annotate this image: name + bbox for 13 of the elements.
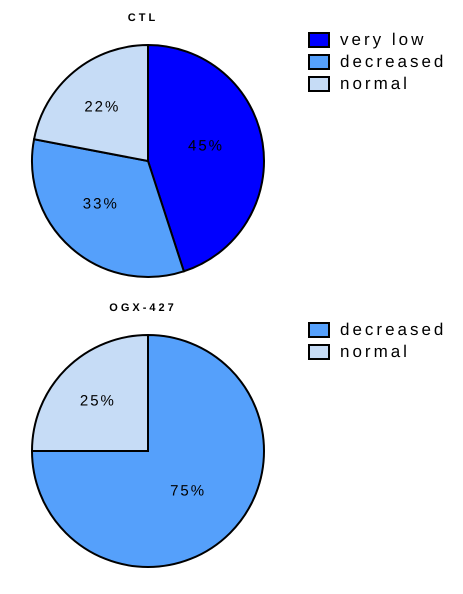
data-label: 25%: [80, 392, 116, 410]
legend-label: normal: [340, 342, 410, 362]
chart-title: OGX-427: [108, 302, 178, 314]
data-label: 45%: [188, 138, 224, 155]
legend-label: decreased: [340, 320, 446, 340]
data-label: 75%: [170, 482, 206, 500]
data-label: 33%: [82, 195, 119, 212]
chart-title: CTL: [126, 12, 160, 24]
legend-label: decreased: [340, 52, 446, 72]
legend-label: normal: [340, 74, 410, 94]
data-label: 22%: [84, 98, 120, 116]
pie-slice: [31, 334, 265, 568]
legend-label: very low: [340, 30, 426, 50]
